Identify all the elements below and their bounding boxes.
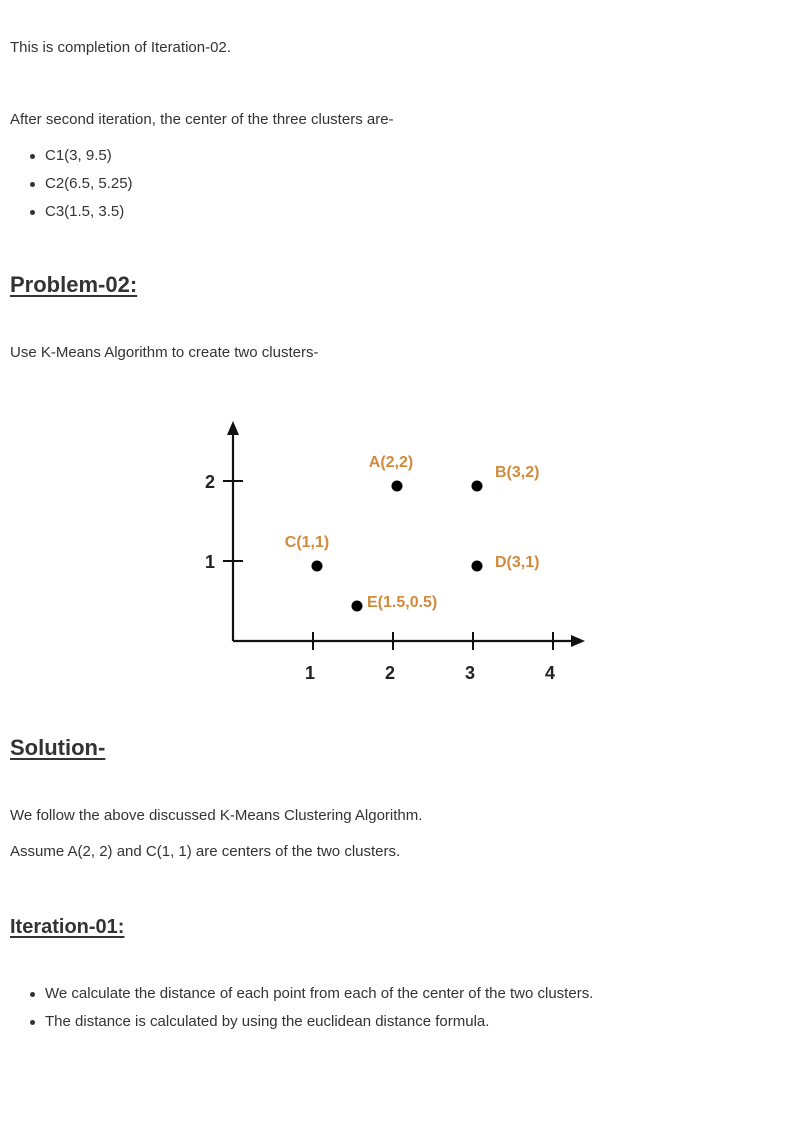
- list-item: We calculate the distance of each point …: [10, 984, 593, 1012]
- after-iteration-text: After second iteration, the center of th…: [10, 111, 394, 128]
- point-label: D(3,1): [495, 554, 539, 571]
- list-item: C1(3, 9.5): [10, 146, 133, 174]
- completion-text: This is completion of Iteration-02.: [10, 39, 231, 56]
- x-ticks: 1 2 3 4: [305, 632, 555, 683]
- point-label: B(3,2): [495, 464, 539, 481]
- scatter-point: [391, 480, 403, 492]
- cluster-centers-list: C1(3, 9.5) C2(6.5, 5.25) C3(1.5, 3.5): [10, 146, 133, 230]
- x-axis-arrowhead: [571, 635, 585, 647]
- x-tick-label: 3: [465, 663, 475, 683]
- scatter-point: [471, 480, 483, 492]
- scatter-point: [471, 560, 483, 572]
- problem-text: Use K-Means Algorithm to create two clus…: [10, 344, 319, 361]
- x-tick-label: 1: [305, 663, 315, 683]
- y-tick-label: 2: [205, 472, 215, 492]
- y-ticks: 12: [205, 472, 243, 572]
- point-label: E(1.5,0.5): [367, 594, 437, 611]
- scatter-point: [351, 600, 363, 612]
- list-item: C3(1.5, 3.5): [10, 202, 133, 230]
- chart-axes: [227, 421, 585, 647]
- y-axis-arrowhead: [227, 421, 239, 435]
- x-tick-label: 4: [545, 663, 555, 683]
- point-label: C(1,1): [285, 534, 329, 551]
- problem-heading: Problem-02:: [10, 272, 138, 297]
- iteration-heading: Iteration-01:: [10, 916, 125, 938]
- list-item: C2(6.5, 5.25): [10, 174, 133, 202]
- solution-line-2: Assume A(2, 2) and C(1, 1) are centers o…: [10, 843, 401, 860]
- solution-heading: Solution-: [10, 735, 106, 760]
- x-tick-label: 2: [385, 663, 395, 683]
- iteration-steps-list: We calculate the distance of each point …: [10, 984, 593, 1040]
- point-label: A(2,2): [369, 454, 413, 471]
- y-tick-label: 1: [205, 552, 215, 572]
- list-item: The distance is calculated by using the …: [10, 1012, 593, 1040]
- data-points: A(2,2) B(3,2) C(1,1) D(3,1) E(1.5,0.5): [285, 454, 539, 612]
- scatter-point: [311, 560, 323, 572]
- solution-line-1: We follow the above discussed K-Means Cl…: [10, 807, 423, 824]
